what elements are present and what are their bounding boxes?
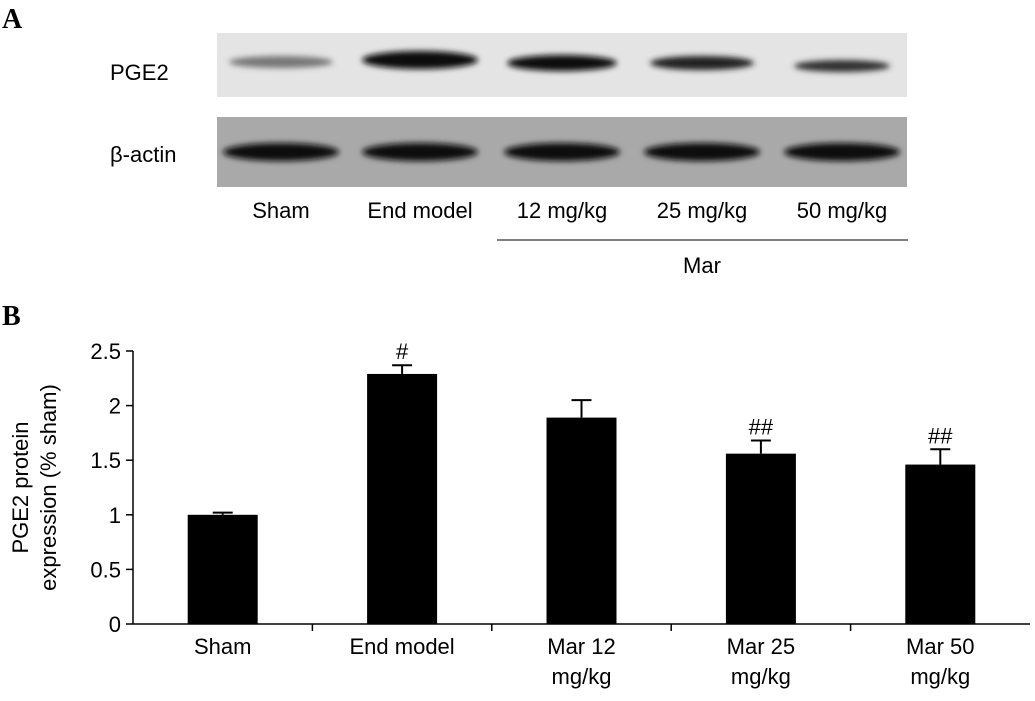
lane-label: Sham <box>252 198 309 223</box>
actin-bands <box>223 143 900 161</box>
lane-label: 12 mg/kg <box>517 198 608 223</box>
y-tick-label: 2 <box>109 394 121 419</box>
error-bar <box>750 439 771 454</box>
error-bar <box>392 364 413 374</box>
annotation: ## <box>928 423 953 448</box>
y-axis-label: PGE2 protein <box>8 421 33 553</box>
lane-label: 25 mg/kg <box>657 198 748 223</box>
y-axis-label: expression (% sham) <box>36 384 61 591</box>
bar <box>187 514 258 624</box>
bar <box>367 373 438 624</box>
y-tick-label: 0 <box>109 612 121 637</box>
y-tick-label: 1 <box>109 503 121 528</box>
bar <box>546 417 617 624</box>
x-tick-label: Sham <box>193 634 252 659</box>
panel-label: B <box>2 301 21 332</box>
x-tick-label: Mar 25 mg/kg <box>726 634 796 689</box>
row-label: PGE2 <box>110 60 169 85</box>
group-label: Mar <box>683 253 721 278</box>
x-tick-label: Mar 12 mg/kg <box>547 634 616 689</box>
y-tick-label: 1.5 <box>90 448 121 473</box>
lane-label: End model <box>367 198 472 223</box>
pge2-bands <box>229 51 890 72</box>
y-tick-label: 2.5 <box>90 339 121 364</box>
error-bar <box>212 511 233 515</box>
lane-label: 50 mg/kg <box>797 198 888 223</box>
bar <box>725 453 796 624</box>
error-bar <box>930 448 951 465</box>
annotation: # <box>396 339 409 364</box>
y-tick-label: 0.5 <box>90 557 121 582</box>
x-tick-label: Mar 50 mg/kg <box>906 634 975 689</box>
error-bar <box>571 399 592 418</box>
x-tick-label: End model <box>349 634 455 659</box>
row-label: β-actin <box>110 142 176 167</box>
panel-label: A <box>2 4 23 35</box>
annotation: ## <box>749 415 774 440</box>
bar <box>905 464 976 624</box>
